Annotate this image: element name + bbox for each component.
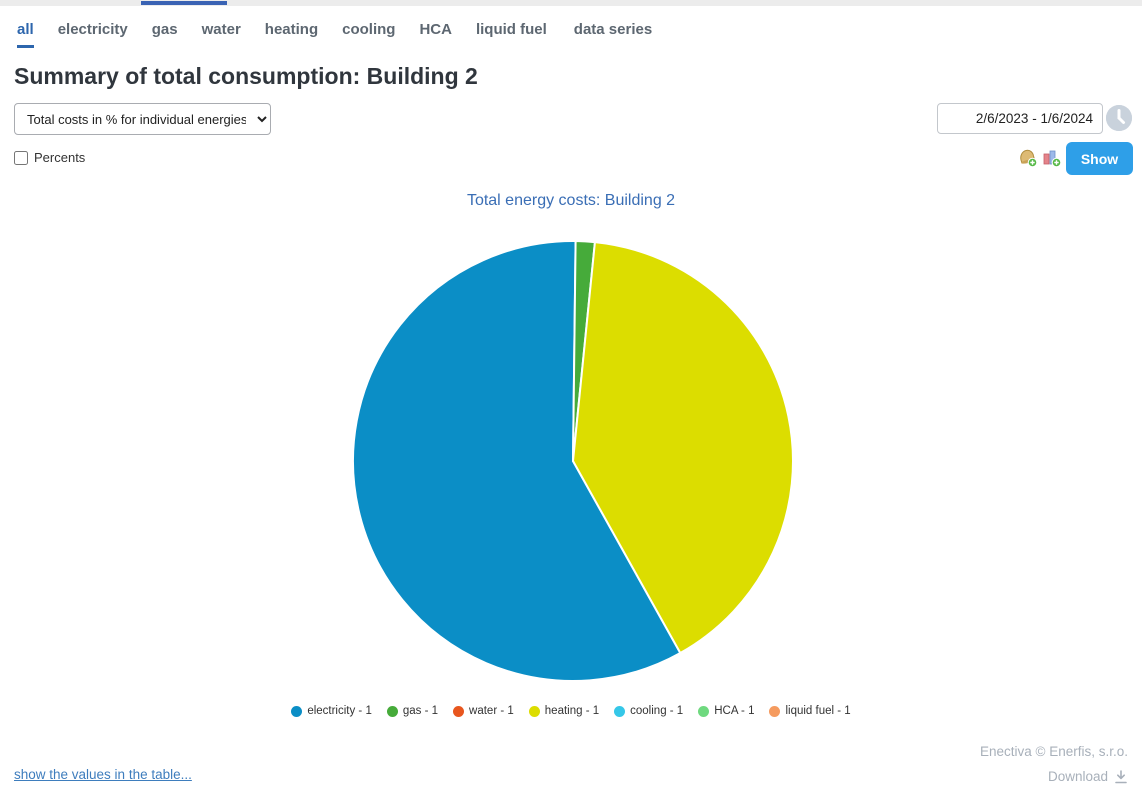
bar-chart-plus-icon — [1043, 150, 1062, 168]
legend-item-hca[interactable]: HCA - 1 — [698, 705, 754, 717]
legend-marker-heating — [528, 705, 540, 717]
tab-gas[interactable]: gas — [151, 21, 178, 38]
energy-tabs: all electricity gas water heating cooling HCA l… — [17, 21, 676, 48]
show-table-link[interactable]: show the values in the table... — [14, 767, 192, 782]
tab-water[interactable]: water — [201, 21, 241, 38]
legend-label-cooling: cooling - 1 — [630, 705, 684, 717]
legend-marker-gas — [386, 705, 398, 717]
clock-icon — [1106, 105, 1132, 131]
add-alert-button[interactable] — [1017, 147, 1038, 168]
tab-electricity[interactable]: electricity — [57, 21, 128, 38]
legend-label-liquid-fuel: liquid fuel - 1 — [785, 705, 851, 717]
show-button[interactable]: Show — [1066, 142, 1133, 175]
tab-hca[interactable]: HCA — [419, 21, 452, 38]
legend-item-gas[interactable]: gas - 1 — [386, 705, 439, 717]
tab-cooling[interactable]: cooling — [342, 21, 396, 38]
percents-checkbox[interactable] — [14, 150, 28, 165]
horizontal-scrollbar[interactable] — [0, 0, 1142, 6]
legend-marker-water — [453, 705, 465, 717]
legend-label-electricity: electricity - 1 — [307, 705, 372, 717]
legend-label-gas: gas - 1 — [402, 705, 439, 717]
legend-label-heating: heating - 1 — [544, 705, 600, 717]
download-label: Download — [1047, 769, 1108, 784]
tab-all[interactable]: all — [17, 21, 34, 48]
page-title: Summary of total consumption: Building 2 — [14, 63, 478, 89]
download-link[interactable]: Download — [1048, 769, 1128, 784]
metric-select[interactable]: Total costs in % for individual energies — [14, 103, 271, 135]
tab-heating[interactable]: heating — [264, 21, 319, 38]
copyright-credit: Enectiva © Enerfis, s.r.o. — [979, 744, 1128, 759]
legend-marker-electricity — [291, 705, 303, 717]
chart-legend: electricity - 1 gas - 1 water - 1 heating -… — [0, 705, 1142, 717]
legend-marker-hca — [698, 705, 710, 717]
legend-label-water: water - 1 — [469, 705, 514, 717]
pie-chart — [352, 240, 794, 682]
percents-checkbox-row: Percents — [14, 150, 85, 165]
legend-item-cooling[interactable]: cooling - 1 — [614, 705, 683, 717]
date-range-input[interactable] — [937, 103, 1103, 134]
scrollbar-thumb[interactable] — [141, 1, 227, 5]
legend-item-water[interactable]: water - 1 — [453, 705, 514, 717]
download-icon — [1115, 769, 1127, 783]
tab-data-series[interactable]: data series — [573, 21, 653, 38]
legend-item-liquid-fuel[interactable]: liquid fuel - 1 — [769, 705, 851, 717]
pie-slice-heating[interactable] — [572, 241, 794, 655]
bell-plus-icon — [1020, 149, 1038, 168]
legend-item-electricity[interactable]: electricity - 1 — [291, 705, 372, 717]
pie-slice-electricity[interactable] — [352, 240, 682, 682]
add-chart-button[interactable] — [1041, 147, 1062, 168]
percents-label: Percents — [34, 150, 86, 165]
legend-item-heating[interactable]: heating - 1 — [528, 705, 600, 717]
tab-liquid-fuel[interactable]: liquid fuel — [475, 21, 547, 38]
legend-marker-cooling — [614, 705, 626, 717]
legend-marker-liquid-fuel — [769, 705, 781, 717]
chart-title: Total energy costs: Building 2 — [466, 192, 676, 209]
legend-label-hca: HCA - 1 — [714, 705, 755, 717]
date-picker-button[interactable] — [1106, 105, 1132, 131]
